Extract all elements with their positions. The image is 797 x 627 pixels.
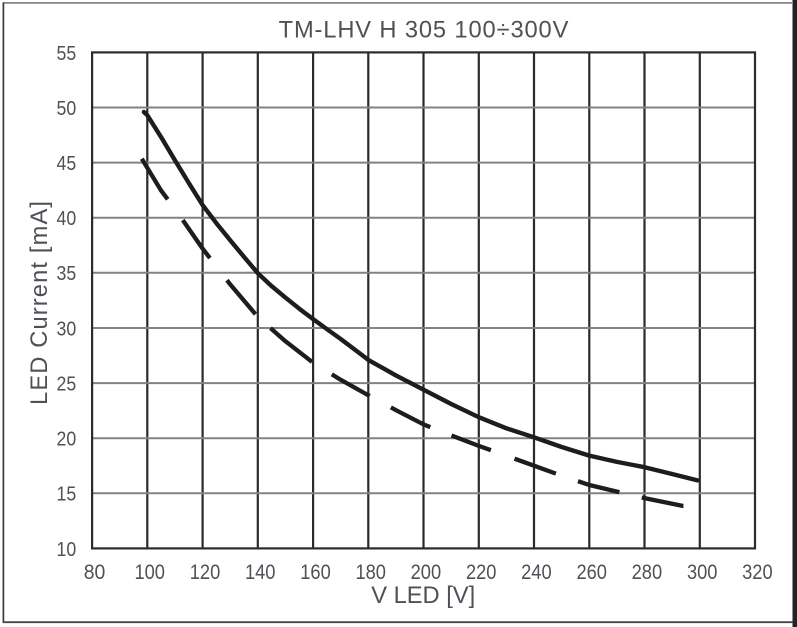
svg-text:180: 180 (355, 561, 386, 584)
svg-text:200: 200 (411, 561, 442, 584)
svg-text:220: 220 (466, 561, 497, 584)
svg-text:280: 280 (632, 561, 663, 584)
svg-text:45: 45 (57, 152, 77, 175)
svg-text:100: 100 (134, 561, 165, 584)
svg-text:55: 55 (57, 42, 77, 65)
svg-text:140: 140 (245, 561, 276, 584)
svg-text:15: 15 (57, 483, 77, 506)
svg-text:25: 25 (57, 373, 77, 396)
svg-text:35: 35 (57, 262, 77, 285)
svg-text:300: 300 (687, 561, 718, 584)
svg-text:20: 20 (57, 428, 77, 451)
svg-text:30: 30 (57, 317, 77, 340)
svg-text:120: 120 (190, 561, 221, 584)
svg-text:320: 320 (742, 561, 773, 584)
svg-text:LED Current [mA]: LED Current [mA] (27, 201, 53, 405)
svg-text:260: 260 (576, 561, 607, 584)
svg-text:160: 160 (300, 561, 331, 584)
svg-text:TM-LHV H 305 100÷300V: TM-LHV H 305 100÷300V (279, 17, 569, 43)
svg-text:240: 240 (521, 561, 552, 584)
svg-text:40: 40 (57, 207, 77, 230)
svg-text:V LED [V]: V LED [V] (371, 583, 475, 609)
svg-text:80: 80 (84, 561, 106, 584)
svg-text:50: 50 (57, 97, 77, 120)
svg-text:10: 10 (57, 538, 77, 561)
